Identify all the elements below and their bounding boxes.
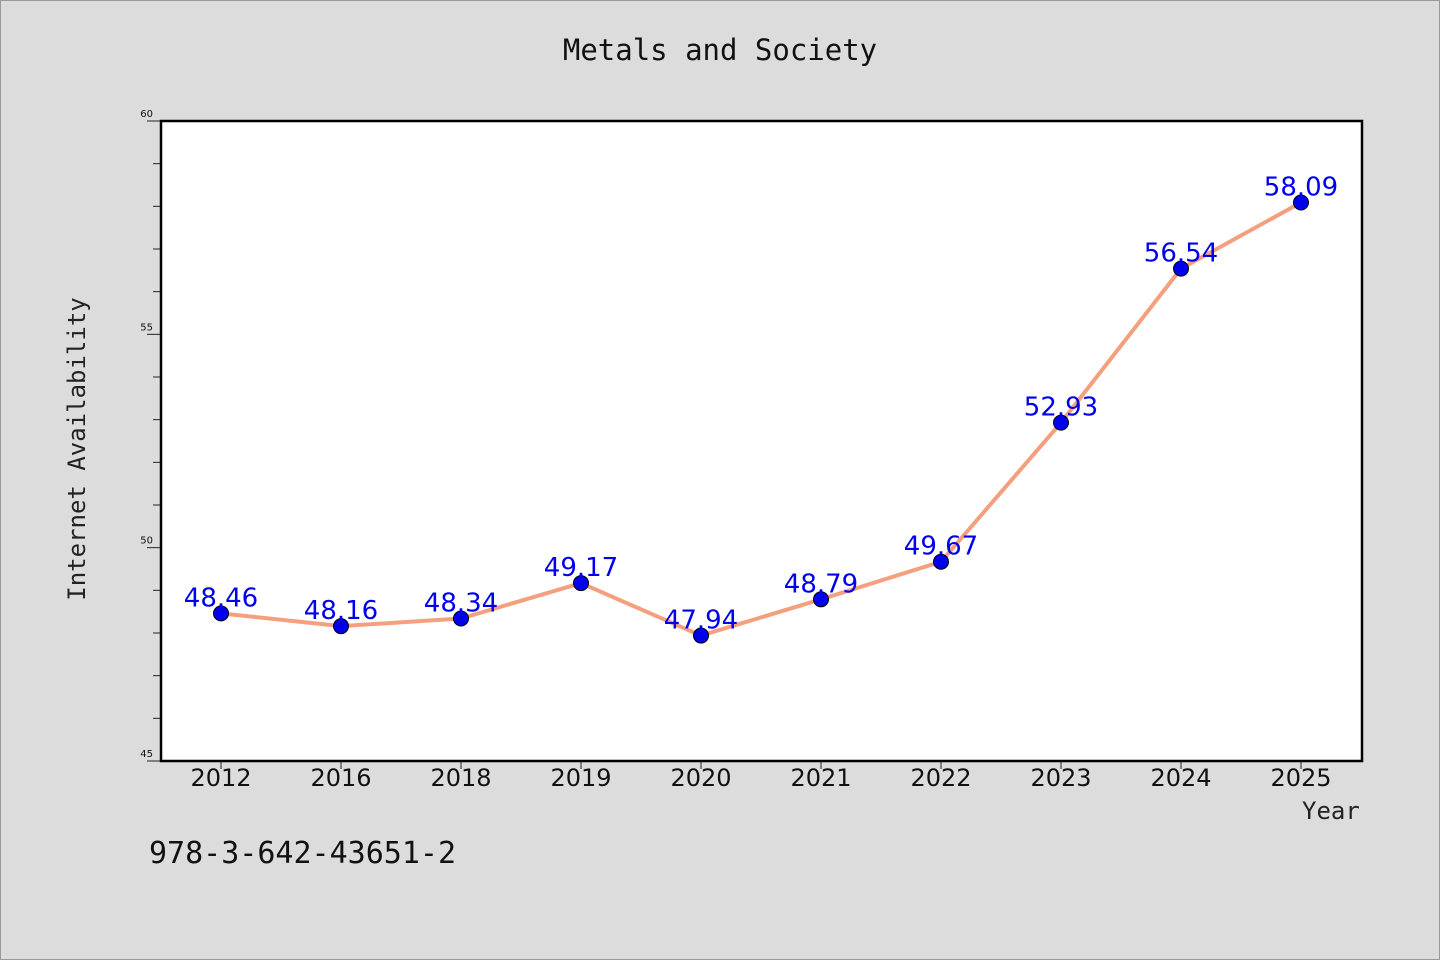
x-tick-label: 2021 xyxy=(790,764,851,792)
x-tick-label: 2018 xyxy=(430,764,491,792)
data-point xyxy=(573,575,589,592)
data-point xyxy=(1173,260,1189,277)
data-label: 48.16 xyxy=(304,596,378,626)
data-point xyxy=(453,610,469,627)
x-tick-label: 2012 xyxy=(190,764,251,792)
chart-title: Metals and Society xyxy=(562,33,878,67)
data-point xyxy=(1053,414,1069,431)
x-tick-label: 2019 xyxy=(550,764,611,792)
data-point xyxy=(813,591,829,608)
data-point xyxy=(213,605,229,622)
x-axis-label: Year xyxy=(1302,797,1360,825)
data-label: 49.67 xyxy=(904,532,978,562)
data-point xyxy=(333,618,349,635)
y-tick-label: 60 xyxy=(140,109,153,120)
data-label: 49.17 xyxy=(544,553,618,583)
x-tick-label: 2024 xyxy=(1150,764,1211,792)
data-label: 58.09 xyxy=(1264,172,1338,202)
data-label: 48.34 xyxy=(424,588,498,618)
data-label: 47.94 xyxy=(664,606,738,636)
y-tick-label: 50 xyxy=(140,536,153,547)
y-tick-label: 55 xyxy=(140,322,153,333)
data-label: 52.93 xyxy=(1024,393,1098,423)
y-tick-label: 45 xyxy=(140,749,153,760)
data-point xyxy=(1293,194,1309,211)
x-tick-label: 2022 xyxy=(910,764,971,792)
data-label: 48.46 xyxy=(184,583,258,613)
plot-area xyxy=(161,121,1362,761)
series-line xyxy=(219,200,1303,638)
isbn-text: 978-3-642-43651-2 xyxy=(149,836,457,871)
x-tick-label: 2020 xyxy=(670,764,731,792)
data-label: 56.54 xyxy=(1144,239,1218,269)
data-label: 48.79 xyxy=(784,569,858,599)
data-point xyxy=(933,553,949,570)
x-tick-label: 2023 xyxy=(1030,764,1091,792)
data-point xyxy=(693,627,709,644)
x-tick-label: 2025 xyxy=(1270,764,1331,792)
x-tick-label: 2016 xyxy=(310,764,371,792)
plot-frame xyxy=(159,119,1364,763)
